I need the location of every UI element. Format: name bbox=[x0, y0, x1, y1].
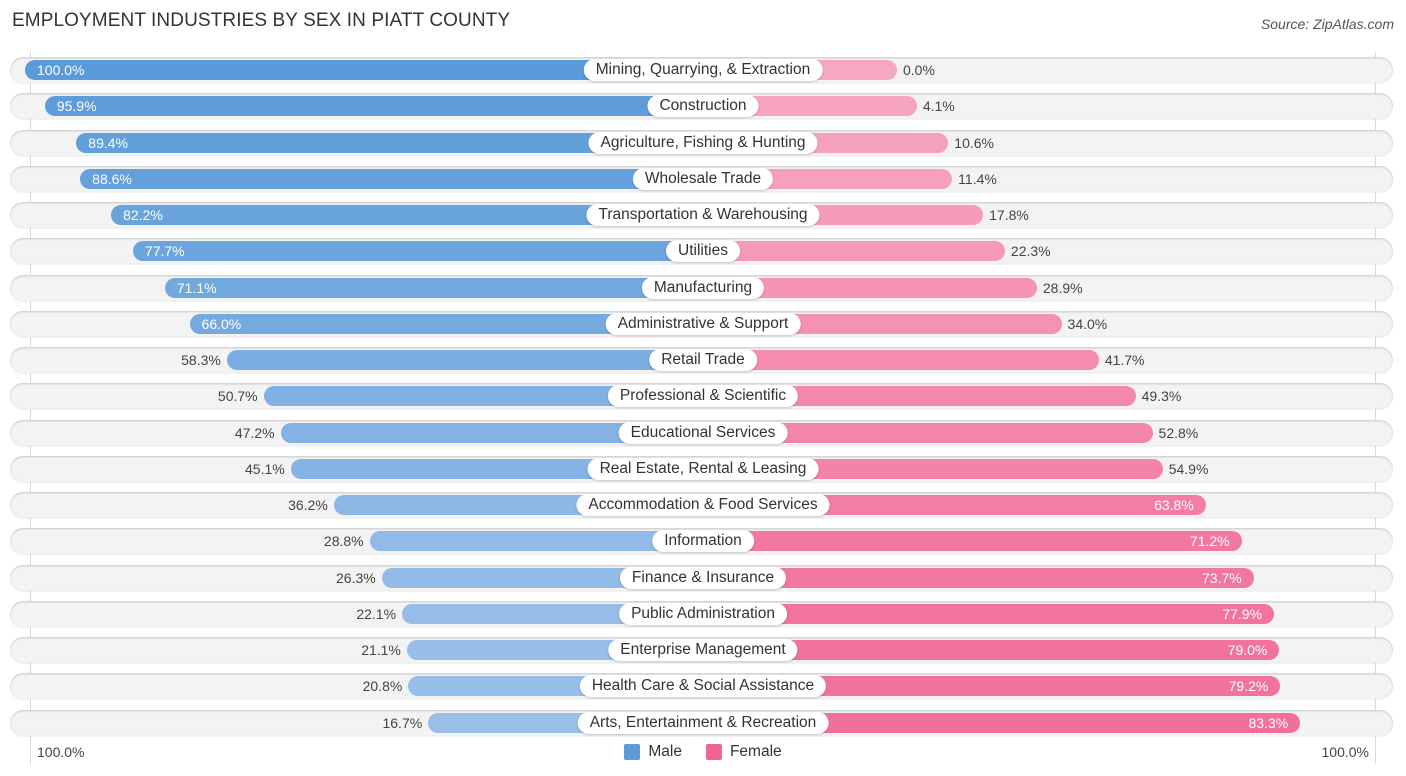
legend-swatch-female bbox=[705, 744, 722, 760]
male-bar[interactable] bbox=[132, 241, 703, 262]
category-label: Transportation & Warehousing bbox=[586, 204, 820, 226]
female-value-label: 77.9% bbox=[1222, 605, 1263, 622]
category-label: Manufacturing bbox=[641, 276, 765, 299]
female-bar[interactable] bbox=[703, 567, 1254, 588]
female-value-label: 22.3% bbox=[1010, 243, 1051, 260]
male-bar[interactable] bbox=[369, 531, 703, 552]
category-label: Professional & Scientific bbox=[607, 385, 799, 408]
female-bar[interactable] bbox=[703, 676, 1281, 697]
male-value-label: 28.8% bbox=[323, 533, 364, 550]
female-bar[interactable] bbox=[703, 277, 1037, 298]
male-bar[interactable] bbox=[25, 60, 703, 80]
female-bar[interactable] bbox=[703, 458, 1163, 479]
male-value-label: 100.0% bbox=[37, 62, 85, 78]
female-value-label: 83.3% bbox=[1248, 714, 1289, 731]
female-value-label: 17.8% bbox=[989, 207, 1029, 223]
female-value-label: 11.4% bbox=[958, 170, 997, 187]
female-bar[interactable] bbox=[703, 640, 1280, 660]
female-bar[interactable] bbox=[703, 422, 1153, 443]
legend-label-female: Female bbox=[729, 743, 782, 760]
female-bar[interactable] bbox=[703, 241, 1005, 262]
female-value-label: 28.9% bbox=[1042, 279, 1083, 296]
male-value-label: 36.2% bbox=[288, 497, 328, 513]
chart-title: EMPLOYMENT INDUSTRIES BY SEX IN PIATT CO… bbox=[12, 10, 511, 31]
category-label: Administrative & Support bbox=[605, 312, 801, 335]
female-value-label: 34.0% bbox=[1067, 315, 1108, 332]
male-bar[interactable] bbox=[189, 313, 703, 334]
legend-swatch-male bbox=[624, 744, 641, 760]
female-value-label: 79.0% bbox=[1227, 642, 1268, 658]
male-value-label: 88.6% bbox=[92, 170, 132, 187]
male-value-label: 22.1% bbox=[356, 605, 397, 622]
category-label: Retail Trade bbox=[649, 349, 757, 371]
male-value-label: 50.7% bbox=[217, 388, 258, 405]
male-value-label: 47.2% bbox=[234, 424, 275, 441]
category-label: Enterprise Management bbox=[608, 639, 798, 661]
male-bar[interactable] bbox=[263, 386, 703, 407]
male-bar[interactable] bbox=[76, 132, 703, 153]
male-value-label: 26.3% bbox=[336, 569, 376, 586]
category-label: Mining, Quarrying, & Extraction bbox=[583, 59, 823, 81]
female-value-label: 41.7% bbox=[1104, 352, 1145, 368]
legend: Male Female bbox=[0, 743, 1406, 761]
male-value-label: 66.0% bbox=[201, 315, 242, 332]
category-label: Construction bbox=[647, 95, 759, 118]
category-label: Public Administration bbox=[619, 602, 787, 625]
category-label: Real Estate, Rental & Leasing bbox=[587, 457, 819, 480]
legend-label-male: Male bbox=[648, 743, 682, 760]
male-value-label: 20.8% bbox=[362, 678, 403, 695]
female-value-label: 54.9% bbox=[1168, 460, 1209, 477]
male-value-label: 95.9% bbox=[56, 98, 97, 115]
male-bar[interactable] bbox=[44, 96, 703, 117]
category-label: Wholesale Trade bbox=[632, 167, 774, 190]
female-value-label: 71.2% bbox=[1189, 533, 1230, 550]
category-label: Agriculture, Fishing & Hunting bbox=[588, 131, 818, 154]
male-value-label: 58.3% bbox=[181, 352, 221, 368]
male-bar[interactable] bbox=[226, 350, 703, 370]
legend-item-female: Female bbox=[705, 743, 782, 761]
male-bar[interactable] bbox=[80, 168, 703, 189]
female-value-label: 0.0% bbox=[903, 62, 935, 78]
male-value-label: 21.1% bbox=[361, 642, 401, 658]
male-value-label: 82.2% bbox=[123, 207, 163, 223]
female-value-label: 63.8% bbox=[1154, 497, 1194, 513]
female-value-label: 73.7% bbox=[1202, 569, 1242, 586]
category-label: Utilities bbox=[666, 240, 740, 263]
source-credit: Source: ZipAtlas.com bbox=[1260, 16, 1394, 32]
legend-item-male: Male bbox=[624, 743, 682, 761]
axis-right-label: 100.0% bbox=[1321, 744, 1369, 760]
female-bar[interactable] bbox=[703, 712, 1301, 733]
category-label: Information bbox=[652, 530, 754, 553]
female-value-label: 52.8% bbox=[1158, 424, 1199, 441]
male-value-label: 89.4% bbox=[88, 134, 128, 151]
female-value-label: 79.2% bbox=[1228, 678, 1269, 695]
female-value-label: 49.3% bbox=[1141, 388, 1182, 405]
axis-left-label: 100.0% bbox=[37, 744, 85, 760]
category-label: Accommodation & Food Services bbox=[576, 494, 830, 516]
category-label: Health Care & Social Assistance bbox=[579, 675, 827, 698]
female-bar[interactable] bbox=[703, 386, 1136, 407]
category-label: Finance & Insurance bbox=[619, 566, 787, 589]
female-bar[interactable] bbox=[703, 531, 1242, 552]
male-bar[interactable] bbox=[111, 205, 703, 225]
male-value-label: 16.7% bbox=[382, 714, 423, 731]
female-bar[interactable] bbox=[703, 495, 1206, 515]
male-value-label: 71.1% bbox=[176, 279, 217, 296]
female-bar[interactable] bbox=[703, 350, 1099, 370]
male-bar[interactable] bbox=[280, 422, 703, 443]
category-label: Educational Services bbox=[618, 421, 788, 444]
female-value-label: 4.1% bbox=[922, 98, 955, 115]
male-bar[interactable] bbox=[164, 277, 703, 298]
female-value-label: 10.6% bbox=[954, 134, 994, 151]
category-label: Arts, Entertainment & Recreation bbox=[577, 711, 829, 734]
male-value-label: 45.1% bbox=[245, 460, 285, 477]
female-bar[interactable] bbox=[703, 603, 1275, 624]
male-value-label: 77.7% bbox=[144, 243, 185, 260]
